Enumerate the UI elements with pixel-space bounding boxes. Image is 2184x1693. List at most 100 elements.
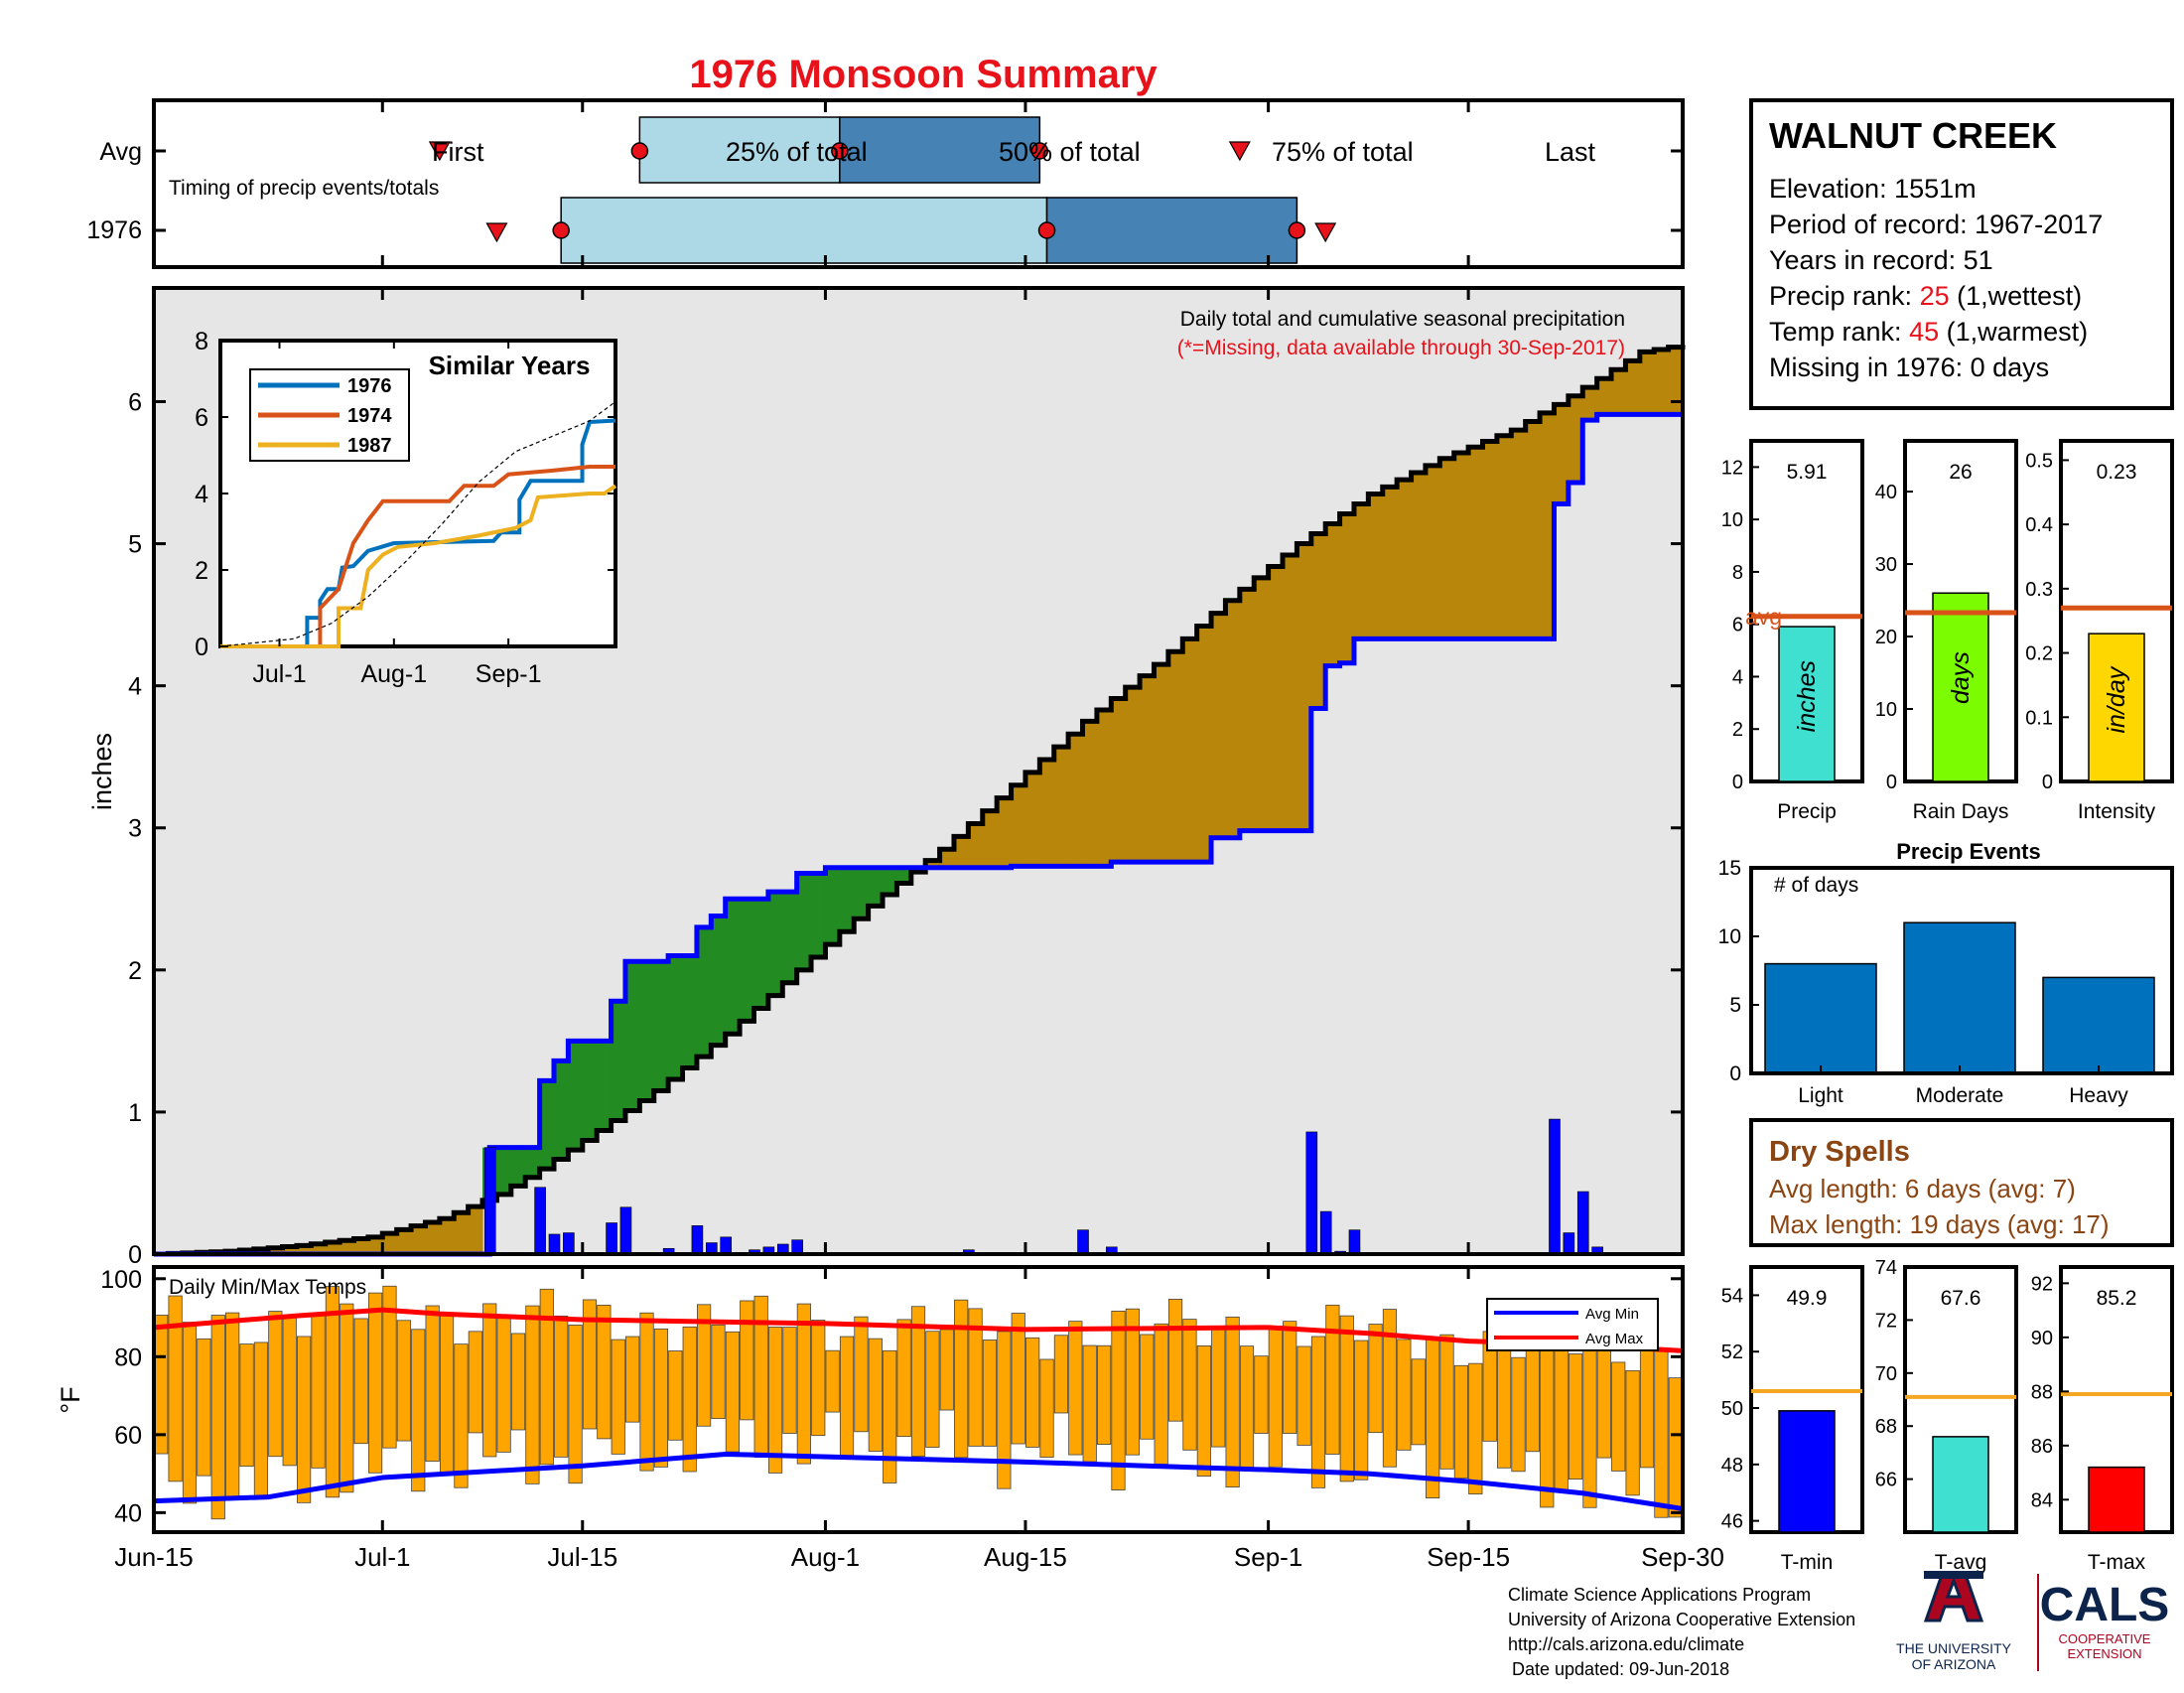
cumulative-diff-fill (1167, 651, 1183, 863)
station-temp-rank: Temp rank: 45 (1,warmest) (1769, 317, 2088, 347)
cumulative-diff-fill (896, 867, 912, 884)
date-tick-label: Jun-15 (114, 1542, 194, 1572)
daily-temp-bar (454, 1343, 469, 1488)
daily-temp-bar (597, 1305, 612, 1440)
stat-bar-9 (2088, 1466, 2145, 1533)
daily-temp-bar (1453, 1364, 1469, 1480)
daily-temp-bar (653, 1328, 669, 1468)
events-bar-light (1764, 962, 1877, 1074)
daily-temp-bar (1167, 1299, 1183, 1422)
daily-temp-bar (854, 1316, 869, 1433)
daily-precip-bar (548, 1233, 561, 1255)
daily-temp-bar (439, 1314, 455, 1475)
daily-temp-bar (1310, 1336, 1326, 1488)
cumulative-diff-fill (1468, 447, 1484, 639)
cumulative-diff-fill (839, 867, 855, 932)
main-ytick-label: 0 (128, 1241, 142, 1269)
daily-temp-bar (1068, 1321, 1083, 1456)
daily-temp-bar (1439, 1334, 1454, 1470)
events-xlabel: Moderate (1916, 1084, 2004, 1107)
daily-temp-bar (353, 1318, 368, 1445)
daily-temp-bar (1368, 1324, 1383, 1434)
daily-temp-bar (510, 1333, 526, 1431)
cumulative-diff-fill (468, 1206, 483, 1254)
cumulative-diff-fill (639, 961, 655, 1101)
cumulative-diff-fill (311, 1243, 327, 1254)
legend-label-avg-max: Avg Max (1585, 1331, 1644, 1347)
cumulative-diff-fill (1211, 613, 1227, 838)
main-ytick-label: 6 (128, 388, 142, 416)
temp-ytick-label: 100 (100, 1266, 142, 1294)
stat-ytick-label: 50 (1721, 1398, 1743, 1420)
stat-xlabel: T-min (1781, 1551, 1834, 1574)
legend-label-1974: 1974 (347, 405, 392, 427)
station-period: Period of record: 1967-2017 (1769, 210, 2103, 239)
cumulative-diff-fill (510, 1147, 526, 1187)
timing-p75-label: 75% of total (1272, 137, 1414, 167)
cumulative-diff-fill (1068, 734, 1084, 867)
timing-first-label: First (432, 137, 484, 167)
stat-ytick-label: 52 (1721, 1341, 1743, 1363)
stat-xlabel: T-max (2088, 1551, 2146, 1574)
cumulative-diff-fill (1111, 698, 1127, 863)
avg-min-line (153, 1451, 1684, 1511)
chart-title: 1976 Monsoon Summary (689, 53, 1158, 96)
cumulative-diff-fill (411, 1225, 427, 1254)
daily-temp-bar (1011, 1313, 1025, 1445)
cumulative-diff-fill (1568, 395, 1583, 484)
cumulative-diff-fill (868, 867, 884, 907)
daily-temp-bar (554, 1315, 569, 1458)
y1976-q2-box (1045, 197, 1298, 264)
daily-temp-bar (1125, 1308, 1140, 1456)
stat-value-label: 85.2 (2097, 1287, 2137, 1310)
cumulative-diff-fill (753, 899, 769, 1009)
inset-ytick-label: 0 (195, 634, 208, 661)
stat-bar-8 (1932, 1436, 1989, 1533)
shared-date-axis: Jun-15 Jul-1 Jul-15 Aug-1 Aug-15 Sep-1 Sep-15 S… (114, 100, 1724, 1572)
cumulative-diff-fill (653, 961, 669, 1091)
cumulative-diff-fill (282, 1246, 298, 1254)
cumulative-diff-fill (396, 1229, 412, 1254)
daily-temp-bar (1268, 1326, 1283, 1468)
date-tick-label: Sep-30 (1641, 1542, 1724, 1572)
stat-ytick-label: 10 (1875, 699, 1897, 721)
stat-ytick-label: 0.1 (2025, 707, 2053, 729)
daily-temp-bar (182, 1322, 198, 1504)
timing-subtitle: Timing of precip events/totals (169, 177, 439, 200)
daily-temp-bar (839, 1336, 855, 1458)
stat-ytick-label: 20 (1875, 627, 1897, 648)
cumulative-diff-fill (1525, 421, 1541, 639)
daily-temp-bar (1239, 1345, 1255, 1469)
avg-p50-marker (831, 142, 849, 160)
daily-temp-bar (868, 1338, 883, 1452)
temp-ylabel: °F (56, 1386, 85, 1413)
daily-temp-bar (239, 1343, 254, 1468)
daily-temp-bar (1325, 1304, 1340, 1455)
daily-temp-bar (1411, 1358, 1426, 1446)
precip-main-chart: inches Daily total and cumulative season… (87, 286, 1686, 1269)
daily-temp-bar (625, 1336, 640, 1423)
cumulative-diff-fill (1482, 441, 1498, 639)
station-name: WALNUT CREEK (1769, 115, 2057, 156)
cumulative-diff-fill (597, 1041, 613, 1131)
daily-temp-bar (1582, 1332, 1597, 1508)
cumulative-diff-fill (711, 916, 727, 1046)
cals-text-2: EXTENSION (2067, 1646, 2141, 1661)
cumulative-diff-fill (854, 867, 870, 919)
cumulative-diff-fill (696, 926, 712, 1058)
avg-q2-box (839, 116, 1041, 184)
events-ytick-label: 10 (1718, 925, 1741, 948)
cumulative-diff-fill (1096, 709, 1112, 867)
cumulative-diff-fill (1353, 503, 1369, 639)
inset-ytick-label: 6 (195, 404, 208, 432)
daily-temp-bar (1639, 1344, 1655, 1469)
daily-temp-bar (1625, 1369, 1640, 1496)
stat-ytick-label: 46 (1721, 1511, 1743, 1533)
daily-temp-bar (282, 1315, 297, 1467)
stat-value-label: 5.91 (1787, 461, 1828, 484)
cumulative-diff-fill (682, 955, 698, 1068)
daily-temp-bar (539, 1288, 554, 1466)
cumulative-diff-fill (953, 836, 969, 868)
stat-ytick-label: 6 (1732, 615, 1743, 636)
cumulative-diff-fill (624, 961, 640, 1111)
